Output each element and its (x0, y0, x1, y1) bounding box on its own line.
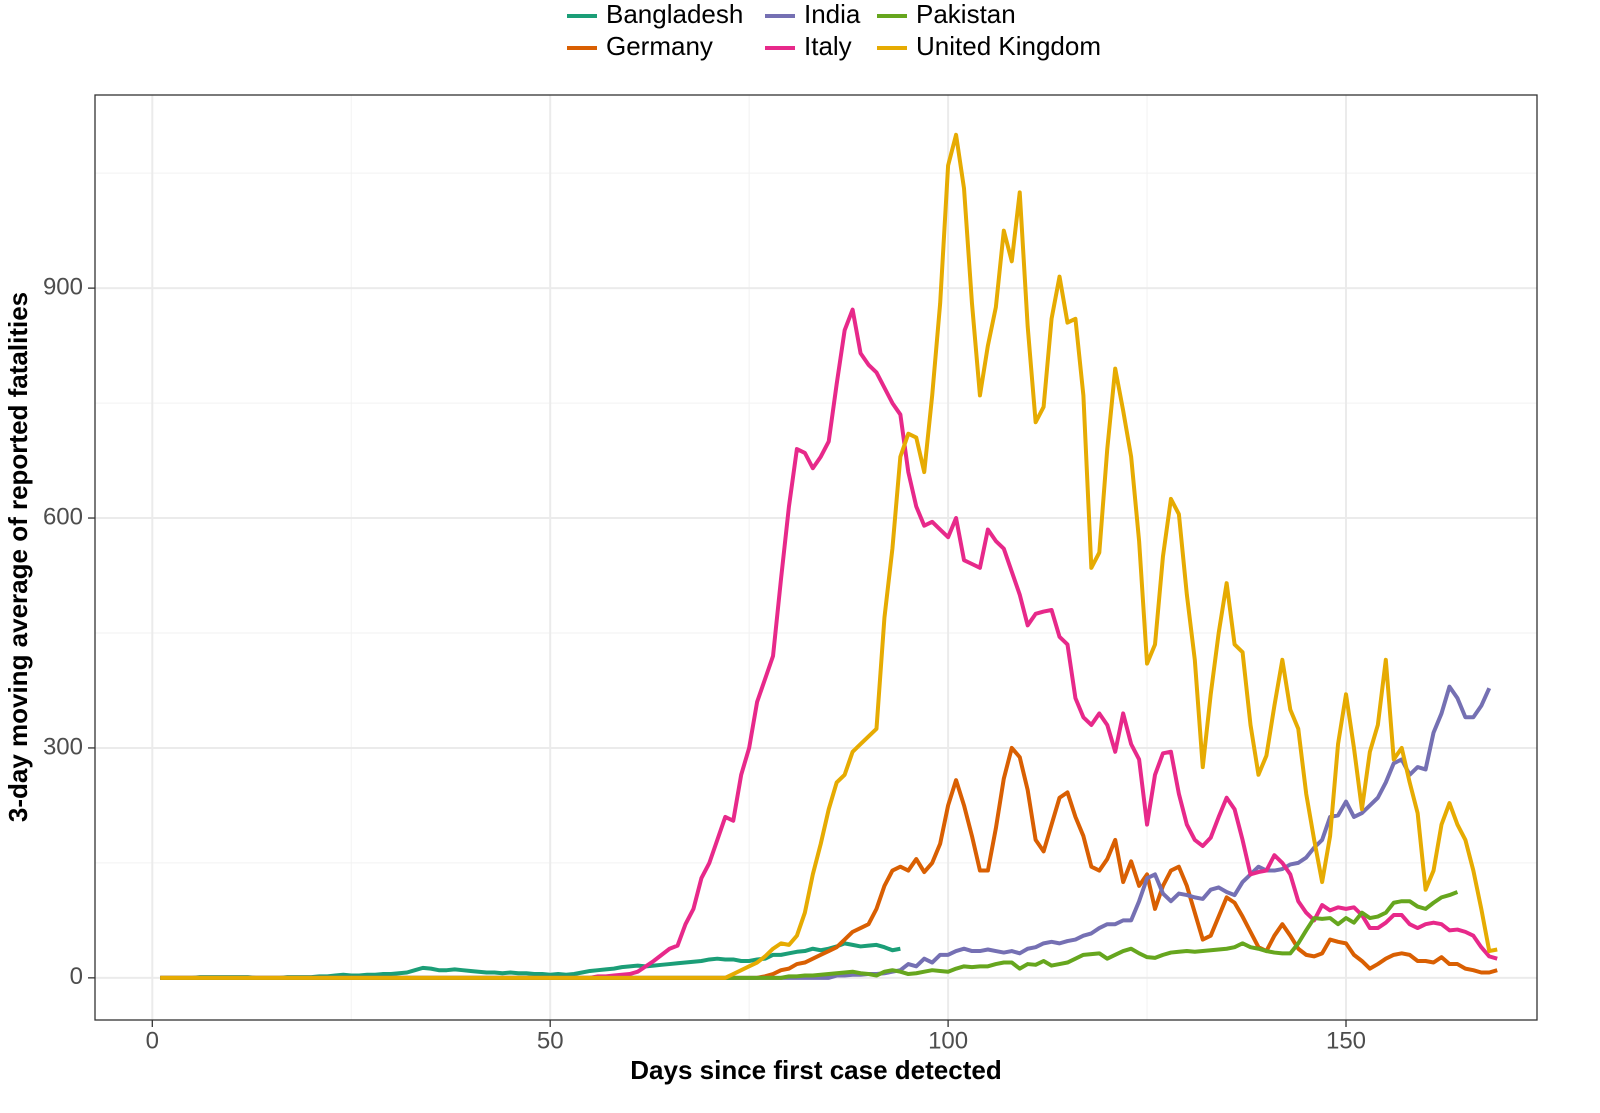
plot-frame (94, 94, 1538, 1021)
y-tick-label: 300 (43, 733, 83, 760)
x-tick-label: 50 (537, 1027, 564, 1054)
x-tick-label: 150 (1326, 1027, 1366, 1054)
legend-label: Italy (804, 31, 852, 61)
y-tick-label: 0 (70, 963, 83, 990)
lines (160, 132, 1498, 980)
legend-label: Germany (606, 31, 713, 61)
x-tick-label: 100 (928, 1027, 968, 1054)
x-tick-label: 0 (146, 1027, 159, 1054)
grid (95, 95, 1537, 1020)
axes: 0 300 600 900 0 50 100 150 (43, 273, 1366, 1054)
x-axis-title: Days since first case detected (630, 1055, 1001, 1085)
legend-label: India (804, 0, 861, 29)
legend-label: Pakistan (916, 0, 1016, 29)
y-tick-label: 900 (43, 273, 83, 300)
series-line (160, 132, 1498, 980)
y-tick-label: 600 (43, 503, 83, 530)
legend-label: Bangladesh (606, 0, 743, 29)
y-axis-title: 3-day moving average of reported fatalit… (3, 292, 33, 822)
legend-label: United Kingdom (916, 31, 1101, 61)
